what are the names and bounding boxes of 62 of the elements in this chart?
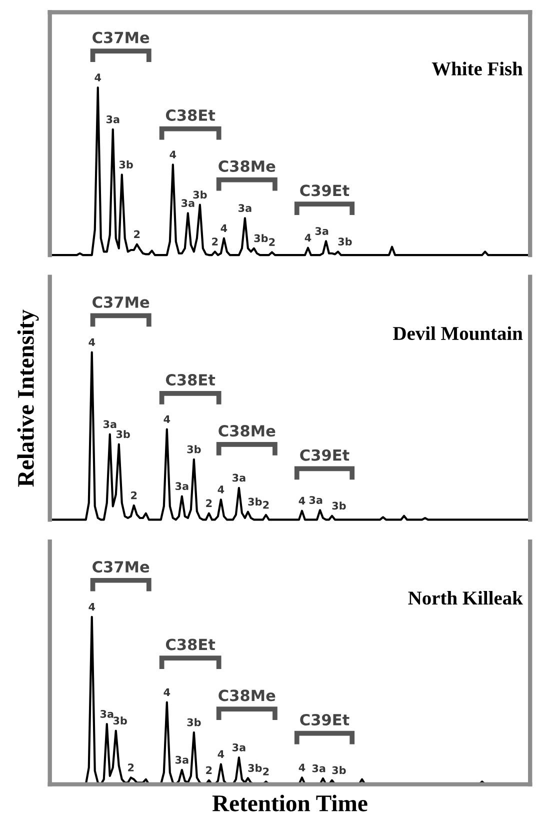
annotation: 2	[212, 238, 218, 246]
annotation: 2	[134, 230, 140, 238]
y-axis-title: Relative Intensity	[17, 310, 39, 487]
annotation: 4	[220, 224, 228, 232]
annotation: 4	[164, 688, 170, 696]
chart-title: Devil Mountain	[393, 326, 523, 340]
annotation: 3b	[338, 237, 352, 246]
annotation: 2	[206, 499, 212, 507]
annotation: 3a	[175, 756, 188, 764]
annotation: 2	[263, 768, 269, 776]
annotation: 3b	[116, 430, 130, 438]
annotation: 3a	[100, 710, 114, 718]
annotation: 4	[218, 486, 224, 494]
annotation: 3a	[309, 496, 322, 504]
text: C37Me	[92, 296, 150, 308]
annotation: C38Et	[166, 109, 216, 121]
x-axis-title: Retention Time	[212, 794, 368, 812]
annotation: 4	[218, 750, 224, 758]
annotation: 3b	[332, 502, 346, 510]
annotation: 3a	[238, 204, 252, 212]
annotation: 4	[304, 234, 312, 242]
annotation: 4	[164, 415, 170, 423]
annotation: 3b	[248, 498, 262, 506]
annotation: C38Me	[218, 160, 276, 172]
annotation: 3b	[113, 716, 127, 725]
annotation: 2	[269, 238, 275, 246]
annotation: 2	[263, 500, 269, 509]
annotation: C39Et	[300, 449, 350, 461]
chart-title: White Fish	[432, 62, 523, 76]
annotation: 3a	[181, 199, 194, 207]
annotation: 3b	[248, 764, 262, 772]
annotation: 2	[206, 766, 212, 774]
annotation: 4	[298, 764, 306, 772]
text: C37Me	[92, 32, 150, 44]
annotation: 4	[298, 496, 306, 504]
annotation: 3a	[106, 115, 120, 124]
annotation: C39Et	[300, 184, 350, 196]
annotation: C38Et	[166, 638, 216, 650]
annotation: 3b	[193, 190, 207, 199]
annotation: 3a	[232, 474, 246, 482]
text: 4	[94, 74, 102, 82]
annotation: 3a	[232, 743, 246, 752]
text: 4	[88, 338, 96, 346]
chart-title: North Killeak	[408, 590, 523, 605]
text: 4	[88, 602, 96, 611]
annotation: 3b	[187, 445, 201, 454]
annotation: 3b	[332, 766, 346, 774]
annotation: 3a	[175, 482, 188, 490]
annotation: 3a	[315, 227, 328, 235]
annotation: 3b	[119, 160, 133, 168]
annotation: C38Me	[218, 690, 276, 702]
annotation: 3b	[254, 234, 268, 242]
text: C37Me	[92, 561, 150, 573]
annotation: C38Et	[166, 374, 216, 386]
annotation: 2	[131, 491, 137, 500]
annotation: 4	[170, 150, 176, 158]
annotation: 3a	[312, 764, 326, 772]
annotation: 3b	[187, 718, 201, 726]
annotation: 3a	[103, 420, 116, 428]
annotation: C38Me	[218, 425, 276, 437]
annotation: C39Et	[300, 714, 350, 726]
annotation: 2	[128, 764, 134, 772]
